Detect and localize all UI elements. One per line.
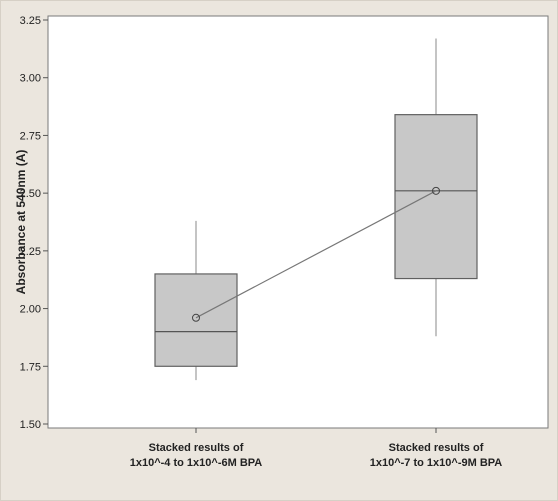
- y-axis-label: Absorbance at 540nm (A): [14, 150, 28, 295]
- y-tick-label: 1.50: [20, 419, 41, 431]
- mean-connect-line: [195, 190, 437, 319]
- x-category-label: Stacked results of: [149, 442, 244, 454]
- y-tick-label: 3.00: [20, 73, 41, 85]
- y-tick-label: 1.75: [20, 361, 41, 373]
- x-category-label: 1x10^-7 to 1x10^-9M BPA: [370, 457, 503, 469]
- y-tick-label: 2.50: [20, 188, 41, 200]
- x-category-label: 1x10^-4 to 1x10^-6M BPA: [130, 457, 263, 469]
- y-tick-label: 2.25: [20, 246, 41, 258]
- box-iqr: [154, 273, 238, 367]
- mean-marker: [432, 186, 440, 195]
- mean-marker: [192, 313, 200, 322]
- y-tick-label: 3.25: [20, 15, 41, 27]
- y-tick-label: 2.75: [20, 130, 41, 142]
- x-category-label: Stacked results of: [389, 442, 484, 454]
- box-iqr: [394, 114, 478, 280]
- y-tick-label: 2.00: [20, 304, 41, 316]
